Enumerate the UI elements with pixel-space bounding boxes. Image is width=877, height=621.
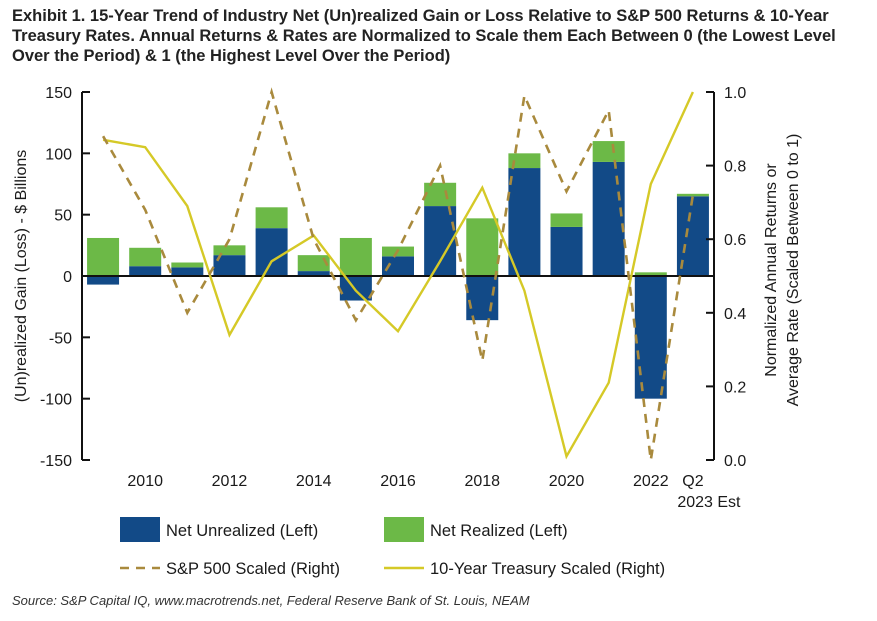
bar-realized-2011 bbox=[171, 262, 204, 268]
x-tick-label-last-line2: 2023 Est bbox=[677, 494, 741, 511]
bar-realized-2021 bbox=[592, 141, 625, 162]
bar-unrealized-2013 bbox=[255, 228, 288, 276]
bar-realized-2015 bbox=[339, 237, 372, 276]
x-tick-label: 2014 bbox=[296, 473, 332, 490]
bar-realized-2019 bbox=[508, 153, 541, 169]
left-tick-label: -100 bbox=[40, 392, 72, 409]
bar-unrealized-2011 bbox=[171, 267, 204, 276]
bar-realized-2009 bbox=[87, 237, 120, 276]
right-tick-label: 0.0 bbox=[724, 453, 746, 470]
bar-realized-2017 bbox=[424, 182, 457, 207]
right-tick-label: 1.0 bbox=[724, 85, 746, 102]
treasury-line bbox=[102, 91, 694, 460]
left-tick-label: -150 bbox=[40, 453, 72, 470]
x-tick-label: 2012 bbox=[212, 473, 248, 490]
line-layer bbox=[101, 87, 695, 461]
source-note: Source: S&P Capital IQ, www.macrotrends.… bbox=[12, 593, 530, 608]
left-tick-label: 150 bbox=[45, 85, 72, 102]
legend-swatch-unrealized bbox=[120, 517, 160, 542]
left-axis-title: (Un)realized Gain (Loss) - $ Billions bbox=[13, 150, 30, 403]
x-tick-label: 2020 bbox=[549, 473, 585, 490]
x-tick-label-last-line1: Q2 bbox=[682, 473, 703, 490]
bar-unrealized-2020 bbox=[550, 226, 583, 276]
legend-label-treasury: 10-Year Treasury Scaled (Right) bbox=[430, 560, 665, 578]
bar-realized-2010 bbox=[129, 247, 162, 267]
bar-unrealized-2021 bbox=[592, 161, 625, 276]
bar-unrealized-2022 bbox=[634, 276, 667, 399]
bar-unrealized-2010 bbox=[129, 266, 162, 276]
x-tick-label: 2010 bbox=[127, 473, 163, 490]
right-tick-label: 0.4 bbox=[724, 306, 746, 323]
bar-realized-2012 bbox=[213, 245, 246, 256]
bar-layer bbox=[87, 141, 709, 399]
axes-layer: 150 100 50 0 -50 -100 -150 1.0 0.8 0.6 0.4 0.2 0.0 20… bbox=[13, 85, 802, 511]
bar-realized-2020 bbox=[550, 213, 583, 227]
left-tick-label: 100 bbox=[45, 146, 72, 163]
bar-realized-2018 bbox=[466, 218, 499, 276]
right-axis-title-line2: Average Rate (Scaled Between 0 to 1) bbox=[785, 134, 802, 407]
bar-unrealized-2009 bbox=[87, 276, 120, 285]
legend-label-sp500: S&P 500 Scaled (Right) bbox=[166, 560, 340, 578]
legend-swatch-realized bbox=[384, 517, 424, 542]
left-tick-label: -50 bbox=[49, 330, 72, 347]
bar-unrealized-2016 bbox=[382, 256, 414, 276]
sp500-line bbox=[101, 87, 695, 461]
right-tick-label: 0.8 bbox=[724, 159, 746, 176]
x-tick-label: 2018 bbox=[464, 473, 500, 490]
bar-unrealized-2019 bbox=[508, 168, 541, 276]
legend-label-realized: Net Realized (Left) bbox=[430, 522, 568, 540]
left-tick-label: 0 bbox=[63, 269, 72, 286]
right-axis-title-line1: Normalized Annual Returns or bbox=[763, 163, 780, 377]
x-tick-label: 2016 bbox=[380, 473, 416, 490]
bar-realized-2022 bbox=[634, 272, 667, 276]
x-tick-label: 2022 bbox=[633, 473, 669, 490]
chart-title: Exhibit 1. 15-Year Trend of Industry Net… bbox=[12, 7, 836, 65]
legend: Net Unrealized (Left) Net Realized (Left)… bbox=[120, 517, 665, 578]
bar-realized-2013 bbox=[255, 207, 288, 229]
left-tick-label: 50 bbox=[54, 208, 72, 225]
bar-realized-Q2-2023-Est bbox=[676, 193, 709, 197]
bar-unrealized-2014 bbox=[297, 271, 330, 276]
bar-realized-2014 bbox=[297, 255, 330, 272]
right-tick-label: 0.6 bbox=[724, 232, 746, 249]
bar-unrealized-2015 bbox=[339, 276, 372, 301]
right-tick-label: 0.2 bbox=[724, 379, 746, 396]
bar-unrealized-2018 bbox=[466, 276, 499, 321]
legend-label-unrealized: Net Unrealized (Left) bbox=[166, 522, 318, 540]
bar-unrealized-2012 bbox=[213, 255, 246, 276]
